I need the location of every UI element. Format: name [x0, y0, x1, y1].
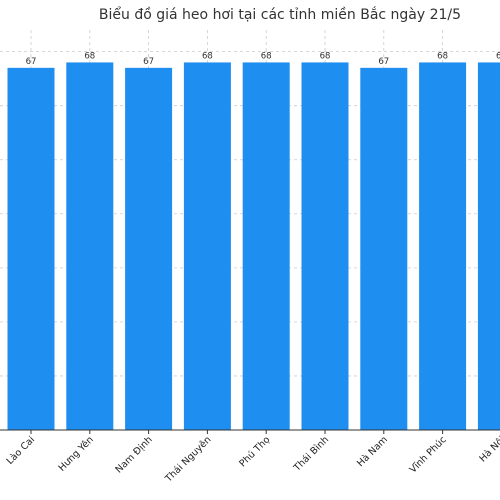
- bar-layer: [7, 62, 500, 431]
- data-label: 68: [261, 51, 272, 61]
- x-tick-label: Hà Nam: [355, 434, 390, 469]
- data-label: 68: [496, 51, 500, 61]
- x-tick-label: Phú Thọ: [237, 434, 272, 469]
- data-label: 67: [26, 57, 37, 67]
- data-label-layer: 67 68 67 68 68 68 67 68 68: [26, 51, 500, 66]
- bar: [125, 67, 173, 431]
- data-label: 68: [84, 51, 95, 61]
- x-tick-label: Thái Bình: [291, 434, 331, 474]
- x-tick-label: Hưng Yên: [57, 434, 96, 473]
- bar: [360, 67, 408, 431]
- x-tick-label: Vĩnh Phúc: [408, 434, 449, 475]
- bar: [183, 62, 231, 430]
- bar: [419, 62, 467, 430]
- x-tick-label: Thái Nguyên: [163, 434, 214, 485]
- data-label: 68: [320, 51, 331, 61]
- x-tick-label: Nam Định: [114, 434, 155, 475]
- bar: [7, 67, 55, 431]
- bar: [477, 62, 500, 430]
- x-tick-layer: Lào Cai Hưng Yên Nam Định Thái Nguyên Phú Th…: [5, 430, 500, 485]
- data-label: 68: [202, 51, 213, 61]
- bar: [301, 62, 349, 430]
- x-tick-label: Hà Nội: [477, 434, 500, 464]
- data-label: 68: [437, 51, 448, 61]
- x-tick-label: Lào Cai: [5, 434, 38, 467]
- chart-title: Biểu đồ giá heo hơi tại các tỉnh miền Bắ…: [98, 7, 462, 23]
- data-label: 67: [378, 57, 389, 67]
- bar: [66, 62, 114, 430]
- bar: [242, 62, 290, 430]
- data-label: 67: [143, 57, 154, 67]
